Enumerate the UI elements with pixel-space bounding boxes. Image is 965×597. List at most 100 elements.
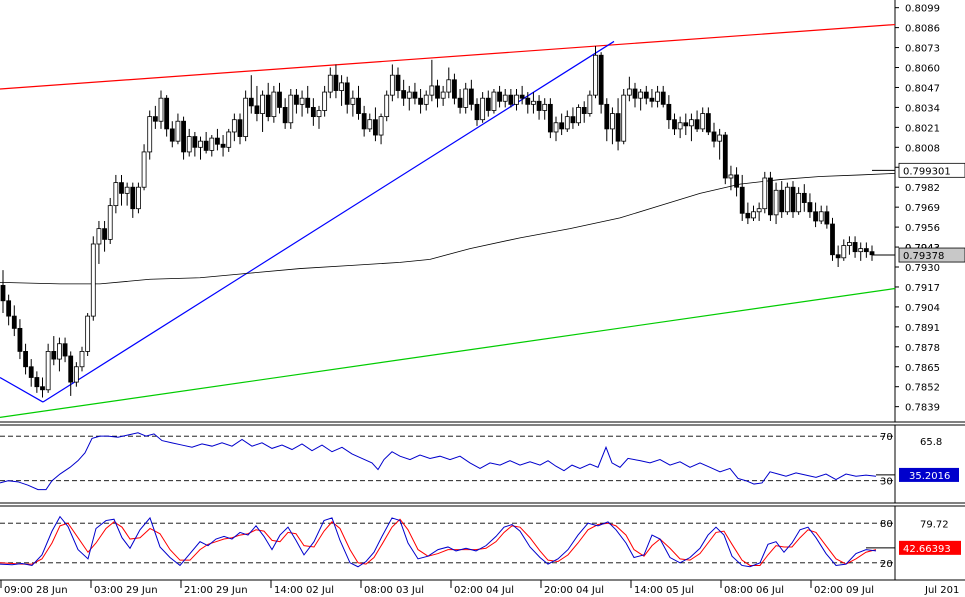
price-tick-label: 0.8047 [905,83,940,94]
stochastic-panel: 80 20 79.72 42.66393 [0,505,965,581]
candle [491,89,497,114]
candle-body [136,186,141,210]
price-tick-label: 0.7865 [905,363,940,374]
candle [220,135,226,157]
candle-body [576,107,581,124]
candle-body [429,85,435,96]
price-tick-label: 0.7982 [905,183,940,194]
candle-body [226,131,232,148]
candle [835,245,841,268]
candle [536,95,542,120]
candle-body [694,119,700,130]
candle-body [660,91,666,105]
price-tick-label: 0.8060 [905,64,940,75]
candle [638,89,644,111]
candle [502,89,508,108]
candle [17,319,23,360]
candle-body [491,91,497,111]
candle [773,182,779,225]
candle-body [863,248,869,253]
candle-body [632,88,638,99]
stoch-line [0,515,877,568]
candle [136,182,141,214]
candle [564,110,570,132]
candle-body [79,351,85,368]
price-tick-label: 0.7917 [905,283,940,294]
candle [435,79,440,108]
candle-body [96,228,102,245]
time-label: 14:00 05 Jul [634,585,694,596]
candle [209,135,215,157]
candle-body [147,116,153,153]
candle-body [796,192,802,213]
candle-body [773,189,779,216]
candle-body [553,122,559,133]
candle [141,144,147,191]
candle [604,98,610,142]
candle-body [621,94,627,142]
candle-body [384,94,390,118]
price-tick-label: 0.8073 [905,44,940,55]
candle [423,90,429,111]
candle-body [124,186,130,194]
candle-body [536,100,542,111]
candle-body [305,97,311,108]
candle-body [649,97,655,102]
candle [824,205,830,229]
candle [660,85,666,108]
candle-body [265,94,271,118]
candle [818,205,824,225]
candle [801,184,807,212]
candle-body [11,315,17,329]
time-label: 20:00 04 Jul [544,585,604,596]
candle-body [784,186,790,213]
candle [119,174,124,206]
candle-body [598,54,604,105]
candle [677,116,683,139]
candle [367,113,373,132]
candle-body [243,97,249,137]
candle-body [169,128,175,142]
candle [655,85,660,108]
candle [316,105,322,129]
candle [310,98,316,126]
candle-body [756,208,762,213]
candle-body [395,74,401,91]
candle [152,105,158,129]
candle [384,90,390,122]
stoch-value-tag: 42.66393 [903,544,951,555]
candle [790,181,796,218]
candle-body [260,94,265,114]
candle-body [356,97,361,114]
candle-body [68,355,74,383]
candle [350,90,356,117]
price-tick-label: 0.7852 [905,383,940,394]
candle [694,110,700,132]
candle [265,82,271,122]
trend-line [0,287,896,418]
candle-body [350,97,356,105]
time-label: 02:00 09 Jul [814,585,874,596]
candle-body [361,113,367,130]
price-tick-label: 0.7891 [905,323,940,334]
candle-body [807,202,813,213]
candle [542,98,548,120]
candle-body [457,97,463,108]
candle [282,98,288,129]
candle [79,346,85,372]
candle-body [113,182,119,207]
candle [389,64,395,102]
candle [683,113,689,136]
candle-body [215,137,220,145]
candle-body [480,97,486,121]
candle [734,167,739,197]
candle [508,89,514,108]
candle [181,116,186,160]
candle [739,174,745,221]
price-tick-label: 0.7969 [905,203,940,214]
candle-body [643,91,649,99]
candle-body [435,85,440,99]
rsi-level-label: 70 [880,432,893,443]
candle-body [373,119,378,136]
